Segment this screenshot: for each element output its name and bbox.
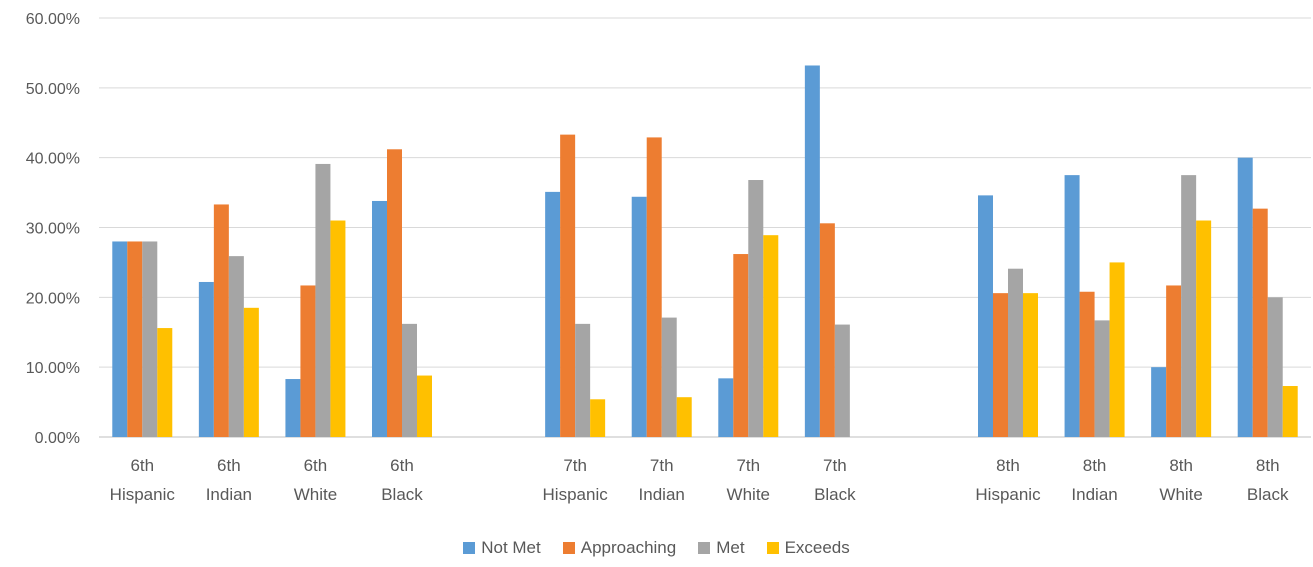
legend-label: Approaching [580,538,677,557]
bar-not-met [112,241,128,437]
bars [112,65,1298,438]
x-axis: 6th Hispanic 6th Indian 6th White 6th Black 7th H… [110,456,1289,504]
gridlines [99,17,1311,438]
bar-exceeds [676,397,692,437]
bar-approaching [646,137,662,438]
bar-not-met [198,281,214,437]
x-category-label: 7th [563,456,587,475]
bar-exceeds [1196,220,1212,437]
bar-met [1267,297,1283,437]
bar-met [142,241,158,437]
x-category-label: Black [814,485,856,504]
bar-exceeds [243,307,259,437]
x-category-label: Hispanic [543,485,609,504]
bar-not-met [545,191,561,437]
bar-met [575,323,591,437]
bar-approaching [1252,208,1268,437]
bar-not-met [631,196,647,437]
x-category-label: 8th [996,456,1020,475]
bar-not-met [1064,175,1080,437]
x-category-label: 6th [217,456,241,475]
bar-met [1181,175,1197,437]
bar-approaching [300,285,316,437]
x-category-label: 7th [736,456,760,475]
x-category-label: Hispanic [110,485,176,504]
x-category-label: Indian [639,485,685,504]
bar-approaching [213,204,229,437]
bar-exceeds [1109,262,1125,437]
x-category-label: Hispanic [975,485,1041,504]
bar-exceeds [157,328,173,437]
x-category-label: 8th [1083,456,1107,475]
bar-approaching [1166,285,1182,437]
bar-approaching [993,293,1008,437]
bar-approaching [819,223,835,437]
y-tick-label: 50.00% [26,81,80,98]
bar-not-met [718,378,734,437]
x-category-label: 6th [390,456,414,475]
x-category-label: Black [1247,485,1289,504]
legend-item: Not Met [463,538,541,558]
x-category-label: Indian [1071,485,1117,504]
legend-swatch [766,542,779,554]
x-category-label: 7th [823,456,847,475]
legend-item: Met [698,538,745,558]
legend-label: Met [716,538,745,557]
bar-met [748,180,764,437]
x-category-label: 8th [1169,456,1193,475]
bar-approaching [733,254,749,437]
legend-swatch [463,542,476,554]
legend-label: Not Met [481,538,541,557]
bar-met [1094,320,1110,437]
bar-met [228,256,244,437]
chart-legend: Not Met Approaching Met Exceeds [0,538,1313,558]
bar-met [402,323,417,437]
y-axis: 0.00% 10.00% 20.00% 30.00% 40.00% 50.00% 60.00… [26,11,80,447]
x-category-label: White [1159,485,1202,504]
bar-exceeds [763,235,779,437]
y-tick-label: 40.00% [26,151,80,168]
x-category-label: 6th [304,456,328,475]
bar-not-met [1237,157,1253,437]
x-category-label: 6th [130,456,154,475]
bar-approaching [1079,291,1095,437]
bar-not-met [285,379,301,437]
bar-not-met [1151,367,1167,437]
x-category-label: Indian [206,485,252,504]
legend-item: Approaching [562,538,677,558]
bar-not-met [978,195,993,437]
bar-exceeds [590,399,606,437]
y-tick-label: 60.00% [26,11,80,28]
legend-swatch [562,542,575,554]
legend-swatch [698,542,711,554]
bar-approaching [127,241,143,437]
legend-label: Exceeds [784,538,850,557]
bar-met [834,324,850,437]
bar-exceeds [330,220,346,437]
bar-approaching [387,149,402,437]
bar-not-met [372,200,387,437]
bar-met [315,163,331,437]
y-tick-label: 20.00% [26,290,80,307]
x-category-label: 8th [1256,456,1280,475]
y-tick-label: 30.00% [26,221,80,238]
y-tick-label: 10.00% [26,360,80,377]
x-category-label: White [727,485,770,504]
x-category-label: Black [381,485,423,504]
bar-approaching [560,134,576,437]
x-category-label: 7th [650,456,674,475]
bar-exceeds [1023,293,1038,437]
legend-item: Exceeds [766,538,850,558]
bar-exceeds [1282,386,1298,437]
bar-exceeds [417,375,432,437]
x-category-label: White [294,485,337,504]
bar-met [661,317,677,437]
bar-met [1008,268,1023,437]
y-tick-label: 0.00% [35,430,80,447]
bar-not-met [804,65,820,437]
